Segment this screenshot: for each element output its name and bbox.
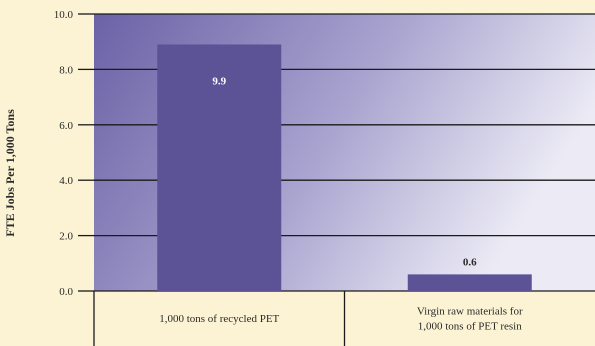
bars: 9.9 0.6 bbox=[157, 44, 532, 291]
bar-value-label: 9.9 bbox=[212, 75, 226, 87]
x-category-label: 1,000 tons of recycled PET bbox=[159, 313, 279, 325]
y-axis-ticks: 0.0 2.0 4.0 6.0 8.0 10.0 bbox=[54, 9, 94, 298]
y-tick-label: 0.0 bbox=[59, 286, 73, 298]
y-tick-label: 2.0 bbox=[59, 231, 73, 243]
y-tick-label: 8.0 bbox=[59, 64, 73, 76]
x-category-label: Virgin raw materials for bbox=[417, 306, 523, 318]
x-axis-categories: 1,000 tons of recycled PET Virgin raw mat… bbox=[93, 291, 523, 346]
bar bbox=[157, 44, 282, 291]
x-category-label: 1,000 tons of PET resin bbox=[418, 321, 522, 333]
bar-value-label: 0.6 bbox=[463, 256, 477, 268]
bar bbox=[407, 274, 532, 291]
y-tick-label: 6.0 bbox=[59, 120, 73, 132]
y-axis-label: FTE Jobs Per 1,000 Tons bbox=[3, 109, 17, 237]
y-tick-label: 10.0 bbox=[54, 9, 74, 21]
y-tick-label: 4.0 bbox=[59, 175, 73, 187]
